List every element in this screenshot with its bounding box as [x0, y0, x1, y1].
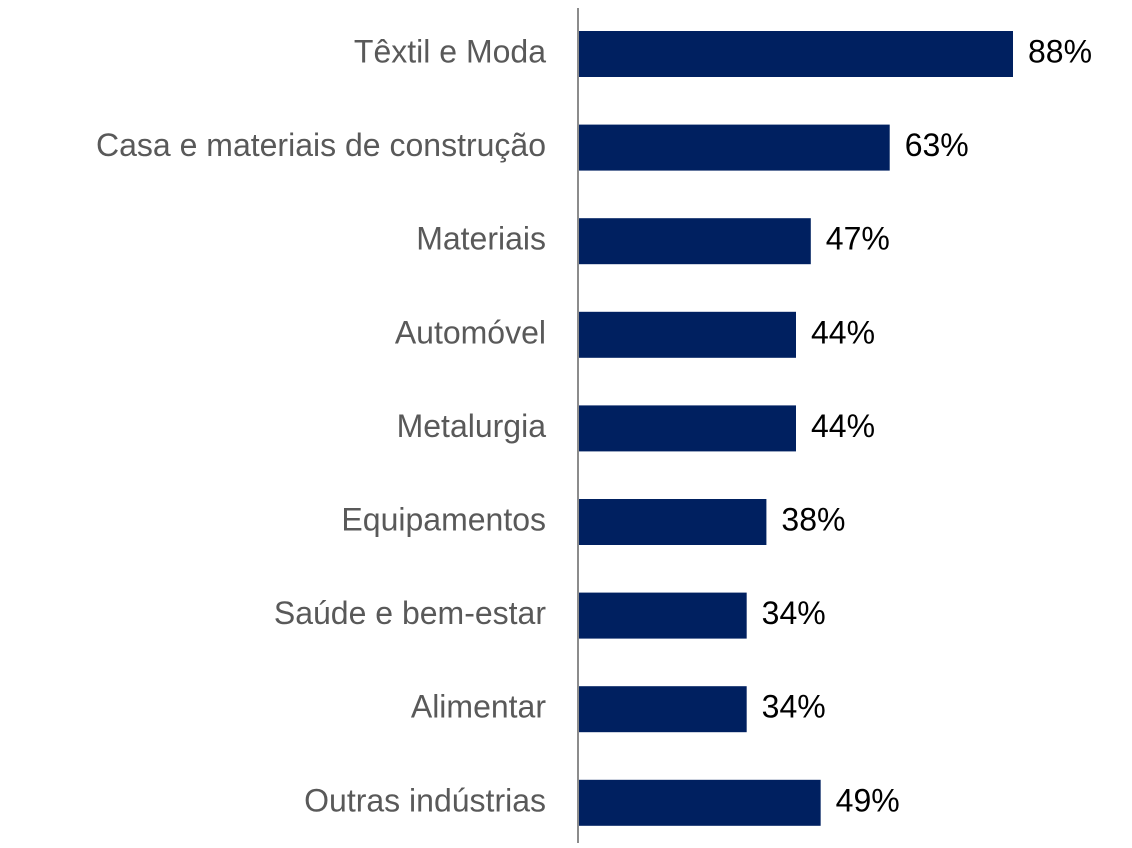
bar [579, 218, 811, 265]
category-label: Outras indústrias [304, 782, 546, 818]
category-label: Metalurgia [397, 408, 547, 444]
value-label: 34% [762, 595, 826, 631]
category-label: Saúde e bem-estar [274, 595, 547, 631]
bar [579, 31, 1013, 77]
category-label: Materiais [416, 221, 546, 257]
category-label: Alimentar [411, 689, 547, 725]
value-label: 88% [1028, 33, 1092, 69]
category-label: Automóvel [395, 314, 546, 350]
bar [579, 311, 796, 358]
category-label: Equipamentos [341, 501, 546, 537]
value-label: 63% [905, 127, 969, 163]
bar [579, 592, 747, 639]
value-label: 47% [826, 221, 890, 257]
bar [579, 405, 796, 452]
bar [579, 499, 767, 545]
bar [579, 779, 821, 826]
bar [579, 124, 890, 171]
category-label: Casa e materiais de construção [96, 127, 546, 163]
value-label: 38% [781, 501, 845, 537]
value-label: 49% [836, 782, 900, 818]
value-label: 34% [762, 689, 826, 725]
bar [579, 686, 747, 733]
value-label: 44% [811, 314, 875, 350]
value-label: 44% [811, 408, 875, 444]
category-label: Têxtil e Moda [354, 33, 546, 69]
